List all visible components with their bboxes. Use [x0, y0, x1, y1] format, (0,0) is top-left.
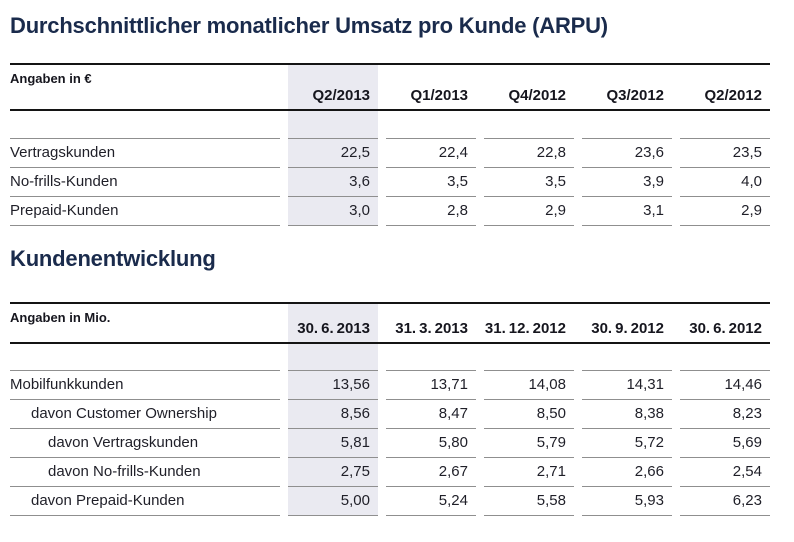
cell-value: 13,71: [386, 370, 476, 399]
section-title-kundenentwicklung: Kundenentwicklung: [10, 246, 216, 271]
rule-segment: [386, 225, 476, 226]
cell-value: 23,6: [582, 138, 672, 167]
cell-value: 22,8: [484, 138, 574, 167]
kundenentwicklung-table: Angaben in Mio. 30. 6. 2013 31. 3. 2013 …: [10, 302, 770, 516]
cell-value: 8,38: [582, 399, 672, 428]
cell-value: 2,54: [680, 457, 770, 486]
cell-value: 2,75: [288, 457, 378, 486]
table-row-vertragskunden: Vertragskunden 22,5 22,4 22,8 23,6 23,5: [10, 138, 770, 167]
cell-value: 5,72: [582, 428, 672, 457]
table-spacer: [10, 344, 770, 370]
row-label: davon No-frills-Kunden: [10, 457, 280, 486]
cell-value: 22,4: [386, 138, 476, 167]
table-row-customer-ownership: davon Customer Ownership 8,56 8,47 8,50 …: [10, 399, 770, 428]
rule-segment: [10, 225, 280, 226]
highlight-current-quarter-column: [288, 65, 378, 225]
table-row-mobilfunkkunden: Mobilfunkkunden 13,56 13,71 14,08 14,31 …: [10, 370, 770, 399]
cell-value: 5,69: [680, 428, 770, 457]
column-header-30-9-2012: 30. 9. 2012: [591, 320, 664, 337]
column-header-30-6-2012: 30. 6. 2012: [689, 320, 762, 337]
cell-value: 3,1: [582, 196, 672, 225]
cell-value: 3,5: [484, 167, 574, 196]
cell-value: 2,67: [386, 457, 476, 486]
cell-value: 5,81: [288, 428, 378, 457]
row-label: davon Customer Ownership: [10, 399, 280, 428]
rule-segment: [582, 515, 672, 516]
cell-value: 4,0: [680, 167, 770, 196]
rule-segment: [680, 225, 770, 226]
cell-value: 2,9: [680, 196, 770, 225]
rule-segment: [680, 515, 770, 516]
cell-value: 5,00: [288, 486, 378, 515]
table-spacer: [10, 111, 770, 138]
column-header-q4-2012: Q4/2012: [508, 87, 566, 104]
row-label: Vertragskunden: [10, 138, 280, 167]
rule-segment: [288, 225, 378, 226]
row-label: Prepaid-Kunden: [10, 196, 280, 225]
row-label: davon Prepaid-Kunden: [10, 486, 280, 515]
row-label: No-frills-Kunden: [10, 167, 280, 196]
rule-segment: [582, 225, 672, 226]
column-header-30-6-2013: 30. 6. 2013: [297, 320, 370, 337]
cell-value: 14,08: [484, 370, 574, 399]
column-header-q1-2013: Q1/2013: [410, 87, 468, 104]
cell-value: 8,47: [386, 399, 476, 428]
arpu-table-header: Angaben in € Q2/2013 Q1/2013 Q4/2012 Q3/…: [10, 63, 770, 111]
kunden-table-header: Angaben in Mio. 30. 6. 2013 31. 3. 2013 …: [10, 302, 770, 344]
cell-value: 8,56: [288, 399, 378, 428]
table-row-no-frills-kunden: No-frills-Kunden 3,6 3,5 3,5 3,9 4,0: [10, 167, 770, 196]
cell-value: 22,5: [288, 138, 378, 167]
rule-segment: [484, 225, 574, 226]
column-header-31-3-2013: 31. 3. 2013: [395, 320, 468, 337]
cell-value: 8,50: [484, 399, 574, 428]
rule-segment: [484, 515, 574, 516]
rule-segment: [386, 515, 476, 516]
column-header-q2-2013: Q2/2013: [312, 87, 370, 104]
column-header-31-12-2012: 31. 12. 2012: [484, 320, 566, 337]
unit-label-euro: Angaben in €: [10, 71, 92, 86]
cell-value: 13,56: [288, 370, 378, 399]
cell-value: 5,79: [484, 428, 574, 457]
table-row-davon-vertragskunden: davon Vertragskunden 5,81 5,80 5,79 5,72…: [10, 428, 770, 457]
table-row-davon-no-frills-kunden: davon No-frills-Kunden 2,75 2,67 2,71 2,…: [10, 457, 770, 486]
table-row-davon-prepaid-kunden: davon Prepaid-Kunden 5,00 5,24 5,58 5,93…: [10, 486, 770, 515]
column-header-q3-2012: Q3/2012: [606, 87, 664, 104]
table-row-prepaid-kunden: Prepaid-Kunden 3,0 2,8 2,9 3,1 2,9: [10, 196, 770, 225]
cell-value: 2,71: [484, 457, 574, 486]
cell-value: 5,58: [484, 486, 574, 515]
rule-segment: [288, 515, 378, 516]
cell-value: 5,80: [386, 428, 476, 457]
cell-value: 2,66: [582, 457, 672, 486]
section-title-arpu: Durchschnittlicher monatlicher Umsatz pr…: [10, 13, 608, 38]
arpu-table: Angaben in € Q2/2013 Q1/2013 Q4/2012 Q3/…: [10, 63, 770, 226]
cell-value: 5,24: [386, 486, 476, 515]
rule-segment: [10, 515, 280, 516]
row-label: Mobilfunkkunden: [10, 370, 280, 399]
cell-value: 3,9: [582, 167, 672, 196]
cell-value: 3,6: [288, 167, 378, 196]
cell-value: 14,31: [582, 370, 672, 399]
cell-value: 3,0: [288, 196, 378, 225]
cell-value: 6,23: [680, 486, 770, 515]
cell-value: 5,93: [582, 486, 672, 515]
cell-value: 8,23: [680, 399, 770, 428]
cell-value: 23,5: [680, 138, 770, 167]
cell-value: 3,5: [386, 167, 476, 196]
unit-label-mio: Angaben in Mio.: [10, 310, 111, 325]
cell-value: 14,46: [680, 370, 770, 399]
row-label: davon Vertragskunden: [10, 428, 280, 457]
cell-value: 2,9: [484, 196, 574, 225]
column-header-q2-2012: Q2/2012: [704, 87, 762, 104]
highlight-current-date-column: [288, 304, 378, 515]
cell-value: 2,8: [386, 196, 476, 225]
